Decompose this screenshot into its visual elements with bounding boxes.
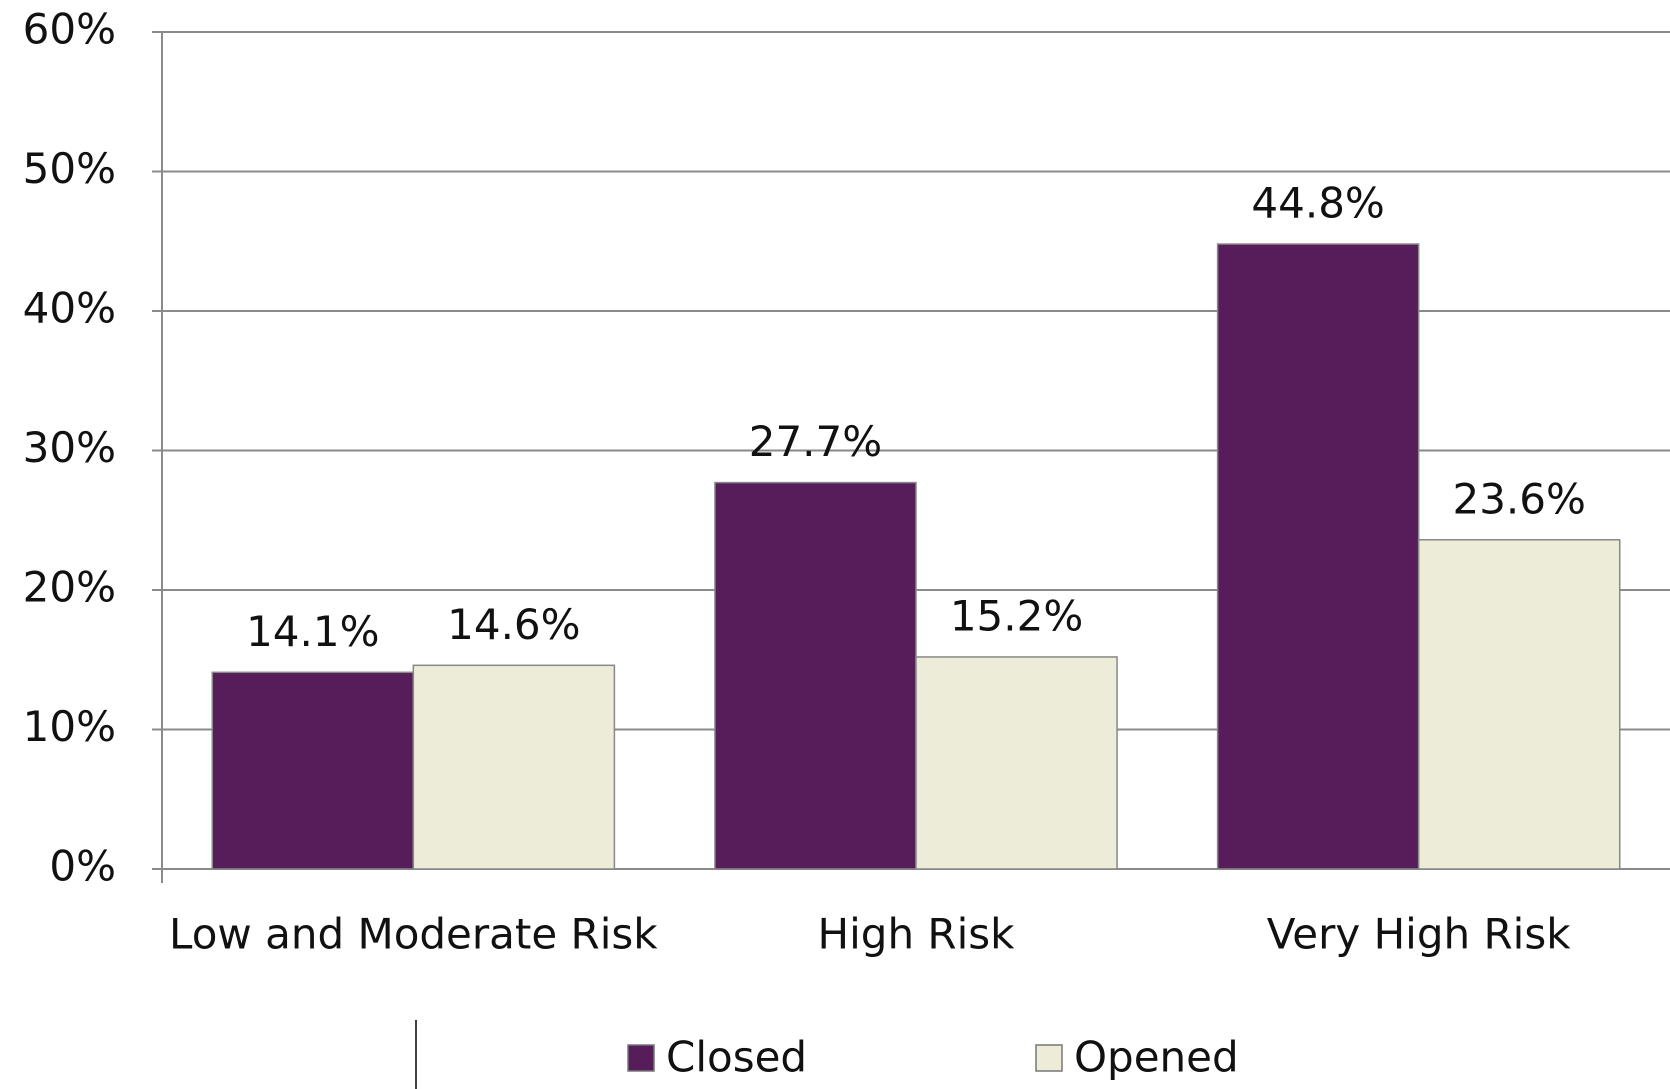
y-tick-label: 30% [23,423,116,472]
bar [1417,539,1621,870]
bar [714,481,917,870]
value-label: 44.8% [1251,179,1384,228]
bar [915,656,1118,870]
legend-label: Opened [1074,1033,1239,1082]
y-tick-label: 40% [23,284,116,333]
y-tick-label: 10% [23,702,116,751]
legend-label: Closed [666,1033,807,1082]
x-tick-label: High Risk [818,910,1016,959]
bar [211,671,415,870]
y-tick-label: 20% [23,563,116,612]
x-tick-label: Low and Moderate Risk [169,910,658,959]
y-tick-label: 50% [23,144,116,193]
value-label: 14.1% [246,607,379,656]
x-tick-label: Very High Risk [1267,910,1571,959]
bar [412,664,616,870]
value-label: 27.7% [749,417,882,466]
value-label: 23.6% [1452,474,1585,523]
value-label: 14.6% [447,600,580,649]
y-tick-label: 60% [23,5,116,54]
bar [1216,243,1420,870]
value-label: 15.2% [950,591,1083,640]
legend-swatch [1035,1044,1063,1072]
legend-swatch [627,1044,655,1072]
y-tick-label: 0% [49,842,116,891]
